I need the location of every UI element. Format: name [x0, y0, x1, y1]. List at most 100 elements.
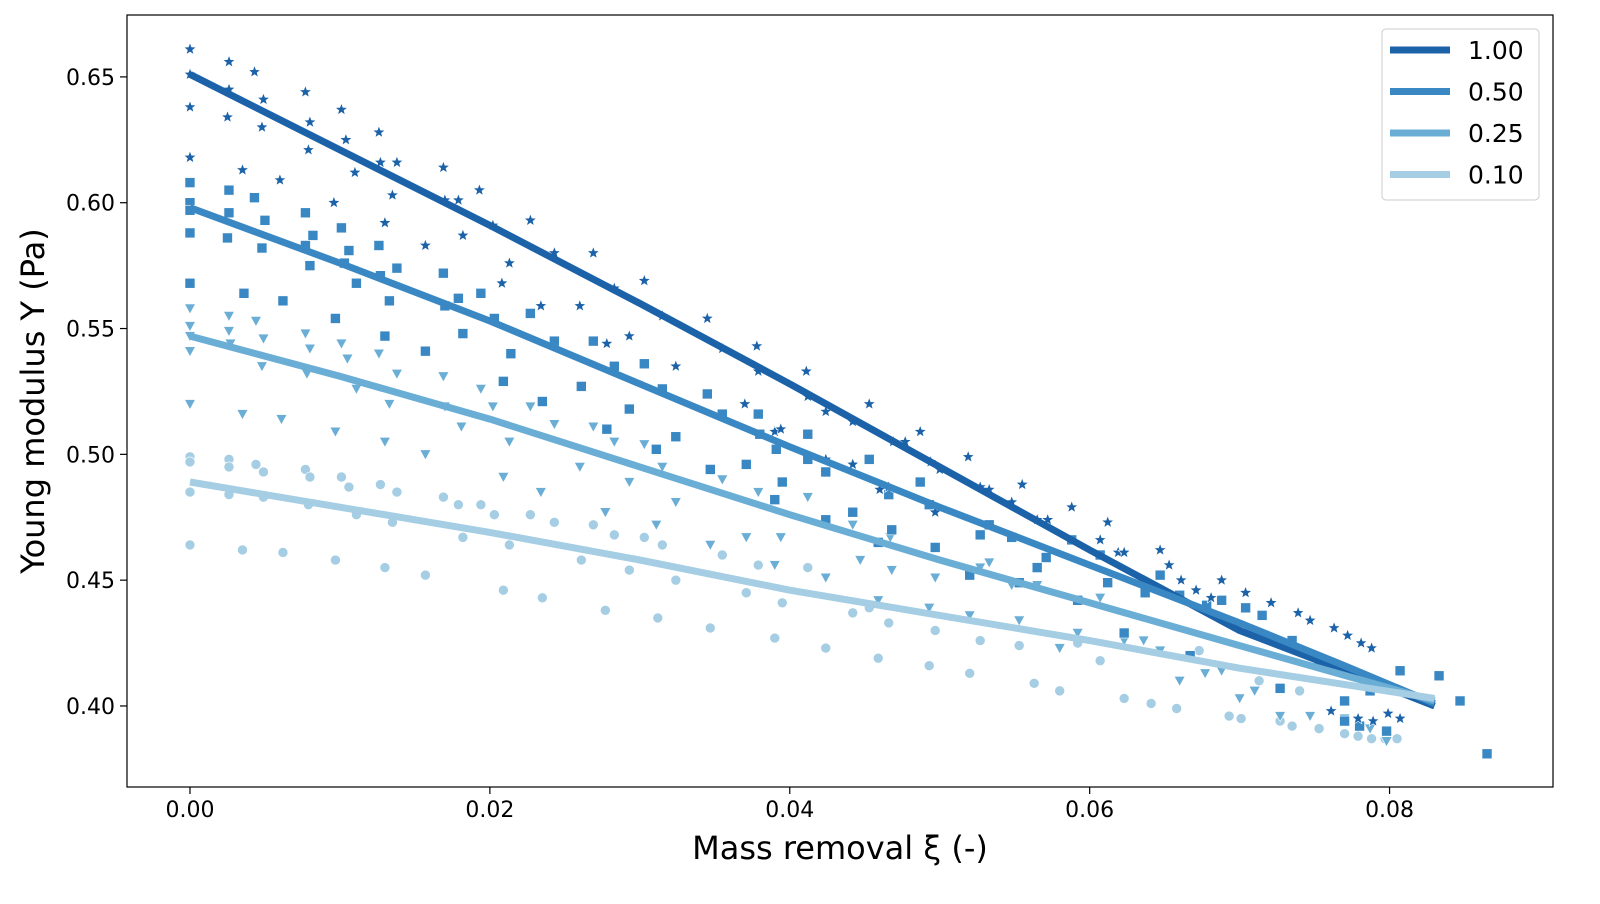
data-point-circle: [776, 597, 788, 609]
data-point-circle: [740, 587, 752, 599]
data-point-square: [576, 381, 587, 392]
data-point-square: [438, 267, 449, 279]
data-point-square: [1481, 748, 1493, 760]
data-point-square: [184, 277, 196, 289]
data-point-triangle: [303, 343, 316, 355]
data-point-triangle: [275, 414, 288, 426]
data-point-circle: [223, 461, 235, 473]
data-point-triangle: [486, 401, 499, 413]
data-point-triangle: [383, 399, 396, 411]
data-point-circle: [1193, 645, 1205, 656]
data-point-circle: [250, 459, 262, 470]
x-tick-label: 0.04: [765, 798, 814, 823]
data-point-triangle: [503, 436, 516, 448]
data-point-square: [929, 542, 941, 553]
data-point-circle: [1313, 723, 1325, 734]
data-point-square: [1339, 695, 1350, 707]
data-point-star: [182, 99, 198, 114]
data-point-circle: [1054, 685, 1065, 697]
data-point-triangle: [704, 540, 717, 552]
data-point-star: [1238, 585, 1253, 599]
data-point-triangle: [437, 371, 450, 383]
data-point-star: [1189, 582, 1204, 597]
data-point-triangle: [872, 595, 885, 607]
fit-lines: [188, 71, 1436, 710]
data-point-square: [1381, 725, 1392, 737]
series-0.25-points: [183, 303, 1393, 748]
data-point-triangle: [378, 436, 391, 448]
data-point-square: [588, 335, 599, 347]
data-point-star: [845, 457, 860, 471]
data-point-star: [347, 165, 362, 179]
data-point-triangle: [608, 436, 621, 448]
fit-line-1.00: [188, 71, 1436, 710]
data-point-star: [472, 182, 487, 197]
data-point-star: [533, 298, 548, 312]
data-point-circle: [883, 617, 895, 629]
y-axis-label: Young modulus Y (Pa): [14, 228, 52, 574]
data-point-square: [184, 227, 196, 239]
data-point-star: [301, 142, 316, 156]
data-point-star: [737, 396, 752, 411]
data-point-triangle: [1137, 635, 1150, 647]
data-point-square: [1240, 602, 1251, 614]
y-tick-label: 0.55: [66, 318, 115, 343]
data-point-circle: [1286, 720, 1298, 732]
data-point-triangle: [341, 353, 354, 365]
data-point-circle: [704, 622, 716, 634]
data-point-square: [863, 454, 875, 465]
data-point-circle: [1235, 713, 1247, 724]
data-point-star: [700, 311, 715, 325]
data-point-triangle: [1053, 643, 1066, 655]
data-point-star: [182, 150, 198, 164]
data-point-square: [307, 230, 319, 241]
data-point-circle: [453, 499, 464, 510]
data-point-star: [1174, 572, 1189, 587]
data-point-triangle: [1013, 615, 1026, 627]
data-point-star: [862, 396, 877, 411]
data-point-circle: [237, 544, 248, 556]
data-point-square: [249, 192, 260, 203]
y-tick-label: 0.40: [66, 695, 115, 720]
data-point-square: [914, 476, 926, 488]
x-axis-label: Mass removal ξ (-): [692, 829, 988, 867]
data-point-triangle: [524, 401, 537, 413]
data-point-circle: [752, 559, 764, 571]
data-point-star: [385, 187, 400, 202]
data-point-triangle: [1173, 676, 1186, 687]
data-point-triangle: [183, 399, 196, 411]
data-point-triangle: [255, 361, 268, 373]
data-point-circle: [929, 625, 941, 636]
data-point-triangle: [819, 572, 832, 584]
data-point-star: [668, 358, 683, 373]
data-point-square: [769, 494, 781, 505]
data-point-circle: [576, 554, 587, 566]
data-point-circle: [1145, 698, 1157, 709]
data-point-star: [1064, 499, 1079, 514]
data-point-triangle: [474, 384, 487, 396]
data-point-triangle: [669, 497, 682, 509]
data-point-square: [525, 308, 536, 319]
data-point-star: [773, 421, 788, 436]
data-point-square: [802, 428, 814, 440]
data-point-star: [523, 212, 538, 227]
data-point-triangle: [1248, 686, 1261, 697]
data-point-triangle: [638, 439, 651, 451]
data-point-triangle: [222, 326, 235, 338]
data-point-circle: [670, 574, 682, 586]
data-point-square: [624, 403, 635, 415]
data-point-star: [1015, 477, 1030, 491]
data-point-triangle: [249, 316, 262, 328]
data-point-star: [334, 102, 349, 116]
x-tick-label: 0.06: [1065, 798, 1114, 823]
data-point-circle: [457, 532, 469, 543]
data-point-triangle: [587, 421, 600, 433]
data-point-triangle: [372, 348, 385, 360]
data-point-star: [338, 132, 353, 146]
y-tick-label: 0.50: [66, 443, 115, 468]
data-point-square: [886, 524, 898, 536]
data-point-circle: [716, 549, 728, 561]
data-point-circle: [657, 539, 668, 551]
data-point-circle: [652, 612, 664, 624]
